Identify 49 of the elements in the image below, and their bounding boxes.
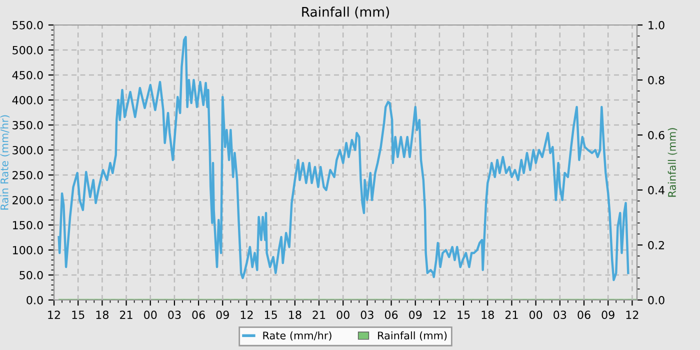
y2-tick-label: 0.8 [648, 76, 664, 84]
x-tick-label: 21 [120, 310, 132, 319]
x-tick-label: 06 [578, 310, 590, 320]
x-tick-label: 12 [48, 310, 60, 319]
x-tick-label: 09 [602, 310, 614, 320]
x-tick-label: 18 [289, 310, 302, 320]
x-tick-label: 03 [554, 310, 566, 320]
y2-tick-label: 0.4 [648, 186, 664, 194]
x-tick-label: 15 [72, 310, 84, 320]
x-tick-label: 12 [626, 310, 638, 319]
y-tick-label: 100.0 [12, 246, 43, 254]
line-series [58, 36, 630, 282]
y-tick-label: 500.0 [12, 46, 43, 54]
y-tick-label: 350.0 [12, 120, 43, 130]
x-tick-label: 21 [312, 310, 326, 319]
x-tick-label: 06 [192, 310, 205, 320]
x-tick-label: 12 [240, 310, 253, 319]
legend-label: Rainfall (mm) [378, 331, 447, 341]
y-tick-label: 250.0 [12, 170, 43, 180]
x-tick-label: 09 [409, 310, 422, 320]
chart-title: Rainfall (mm) [302, 6, 389, 18]
y-tick-label: 50.0 [20, 270, 43, 280]
x-tick-label: 18 [482, 310, 494, 320]
y-axis-title: Rain Rate (mm/hr) [0, 115, 10, 210]
legend-label: Rate (mm/hr) [263, 331, 332, 341]
x-tick-label: 06 [384, 310, 398, 320]
x-tick-label: 21 [505, 310, 518, 319]
y2-tick-label: 1.0 [648, 20, 664, 30]
y-tick-label: 400.0 [12, 96, 43, 104]
y2-tick-label: 0.2 [648, 240, 664, 250]
x-tick-label: 12 [434, 310, 446, 319]
y-tick-label: 300.0 [12, 146, 43, 154]
y-tick-label: 550.0 [12, 20, 43, 30]
x-tick-label: 00 [336, 310, 350, 320]
x-tick-label: 09 [216, 310, 229, 320]
x-tick-label: 00 [529, 310, 542, 320]
y-tick-label: 200.0 [12, 196, 43, 204]
y-tick-label: 450.0 [12, 70, 43, 80]
y2-axis-title: Rainfall (mm) [668, 128, 678, 197]
y2-tick-label: 0.0 [648, 296, 664, 304]
y-tick-label: 0.0 [26, 296, 43, 304]
x-tick-label: 03 [360, 310, 374, 320]
x-tick-label: 00 [144, 310, 157, 320]
x-tick-label: 15 [458, 310, 470, 320]
x-tick-label: 18 [96, 310, 108, 320]
x-tick-label: 15 [264, 310, 277, 320]
y2-tick-label: 0.6 [648, 130, 664, 140]
x-tick-label: 03 [168, 310, 181, 320]
y-tick-label: 150.0 [12, 220, 43, 230]
